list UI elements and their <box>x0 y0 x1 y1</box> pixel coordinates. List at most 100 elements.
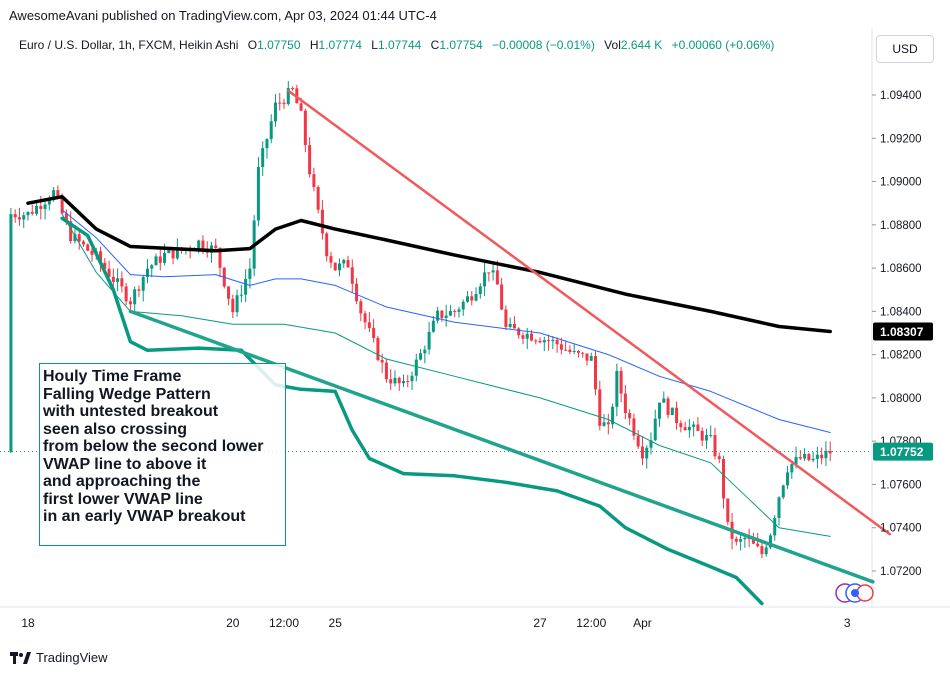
candle-body <box>717 456 721 459</box>
candle-body <box>367 322 371 328</box>
candle-body <box>500 284 504 310</box>
low-value: 1.07744 <box>377 38 422 52</box>
symbol-legend: Euro / U.S. Dollar, 1h, FXCM, Heikin Ash… <box>19 38 774 52</box>
candle-body <box>483 272 487 287</box>
candle-body <box>581 352 585 354</box>
published-caption: AwesomeAvani published on TradingView.co… <box>9 8 437 23</box>
candle-body <box>86 244 90 251</box>
annotation-box[interactable]: Houly Time Frame Falling Wedge Pattern wit… <box>39 363 286 546</box>
change-value: −0.00008 (−0.01%) <box>492 38 595 52</box>
candle-body <box>282 102 286 105</box>
annotation-line: and approaching the <box>43 473 201 490</box>
candle-body <box>56 190 60 197</box>
candle-body <box>171 249 175 259</box>
annotation-line: Houly Time Frame <box>43 368 182 385</box>
candle-body <box>683 427 687 431</box>
candle-body <box>355 283 359 302</box>
symbol-name[interactable]: Euro / U.S. Dollar, 1h, FXCM, Heikin Ash… <box>19 38 239 52</box>
candle-body <box>542 340 546 343</box>
candle-body <box>824 450 828 459</box>
candle-body <box>124 286 128 302</box>
vwap-line-blue-1[interactable] <box>61 209 831 433</box>
candle-body <box>248 268 252 279</box>
candle-body <box>154 256 158 266</box>
candle-body <box>384 362 388 380</box>
trendline-red-4[interactable] <box>287 89 892 536</box>
last-price-labels: 1.08307 1.07752 <box>0 322 933 461</box>
candle-body <box>316 187 320 210</box>
candle-body <box>401 381 405 384</box>
candle-body <box>227 286 231 299</box>
time-axis[interactable]: 18 20 12:00 25 27 12:00 Apr 3 <box>21 616 851 630</box>
candle-body <box>325 233 329 257</box>
candle-body <box>461 301 465 310</box>
candle-body <box>128 301 132 305</box>
candle-body <box>598 389 602 426</box>
indicator-badges-icon[interactable] <box>835 583 874 603</box>
price-tick-label: 1.07600 <box>880 479 922 491</box>
time-tick-label: 12:00 <box>269 616 299 630</box>
candle-body <box>265 139 269 149</box>
candle-body <box>517 328 521 336</box>
candle-body <box>218 247 222 268</box>
candle-body <box>342 260 346 264</box>
candle-body <box>35 206 39 214</box>
candle-body <box>77 234 81 242</box>
candle-body <box>615 371 619 407</box>
price-tick-label: 1.09400 <box>880 90 922 102</box>
last-price-value: 1.07752 <box>880 445 924 459</box>
candle-body <box>777 497 781 518</box>
candle-body <box>133 289 137 305</box>
candle-body <box>286 88 290 105</box>
close-value: 1.07754 <box>439 38 483 52</box>
price-tick-label: 1.08600 <box>880 263 922 275</box>
candle-body <box>410 375 414 382</box>
candle-body <box>308 145 312 175</box>
time-tick-label: 3 <box>844 616 851 630</box>
candle-body <box>478 286 482 295</box>
volume-value: 2.644 K <box>620 38 663 52</box>
candle-body <box>239 294 243 296</box>
candle-body <box>69 221 73 242</box>
candle-body <box>201 240 205 250</box>
candle-body <box>470 296 474 301</box>
candle-body <box>175 247 179 259</box>
candle-body <box>231 298 235 313</box>
vwap-line-thick-teal-3[interactable] <box>60 216 764 606</box>
candle-body <box>393 377 397 384</box>
low-label: L <box>371 38 378 52</box>
candle-body <box>564 349 568 351</box>
candle-body <box>807 453 811 461</box>
close-label: C <box>430 38 440 52</box>
high-value: 1.07774 <box>318 38 362 52</box>
candle-body <box>17 217 21 220</box>
candle-body <box>9 214 13 452</box>
annotation-line: first lower VWAP line <box>43 490 203 508</box>
candle-body <box>440 310 444 318</box>
candle-body <box>30 211 34 214</box>
candle-body <box>278 102 282 104</box>
candle-body <box>679 423 683 428</box>
candle-body <box>312 174 316 188</box>
vwap-line-thin-teal-2[interactable] <box>61 213 831 537</box>
candle-body <box>291 88 295 90</box>
candle-body <box>487 272 491 274</box>
candle-body <box>26 211 30 216</box>
candle-body <box>645 447 649 459</box>
candle-body <box>81 241 85 245</box>
candle-body <box>606 422 610 425</box>
footer-brand[interactable]: TradingView <box>10 650 108 665</box>
candle-body <box>504 309 508 327</box>
candle-body <box>534 340 538 342</box>
candle-body <box>60 196 64 214</box>
candle-body <box>760 546 764 555</box>
candle-body <box>419 353 423 360</box>
currency-button[interactable]: USD <box>876 35 934 63</box>
candle-body <box>457 309 461 312</box>
candle-body <box>790 464 794 473</box>
trendline-teal-5[interactable] <box>128 309 875 584</box>
candle-body <box>768 535 772 548</box>
price-tick-label: 1.08400 <box>880 306 922 318</box>
vwap-line-black-0[interactable] <box>26 194 832 334</box>
